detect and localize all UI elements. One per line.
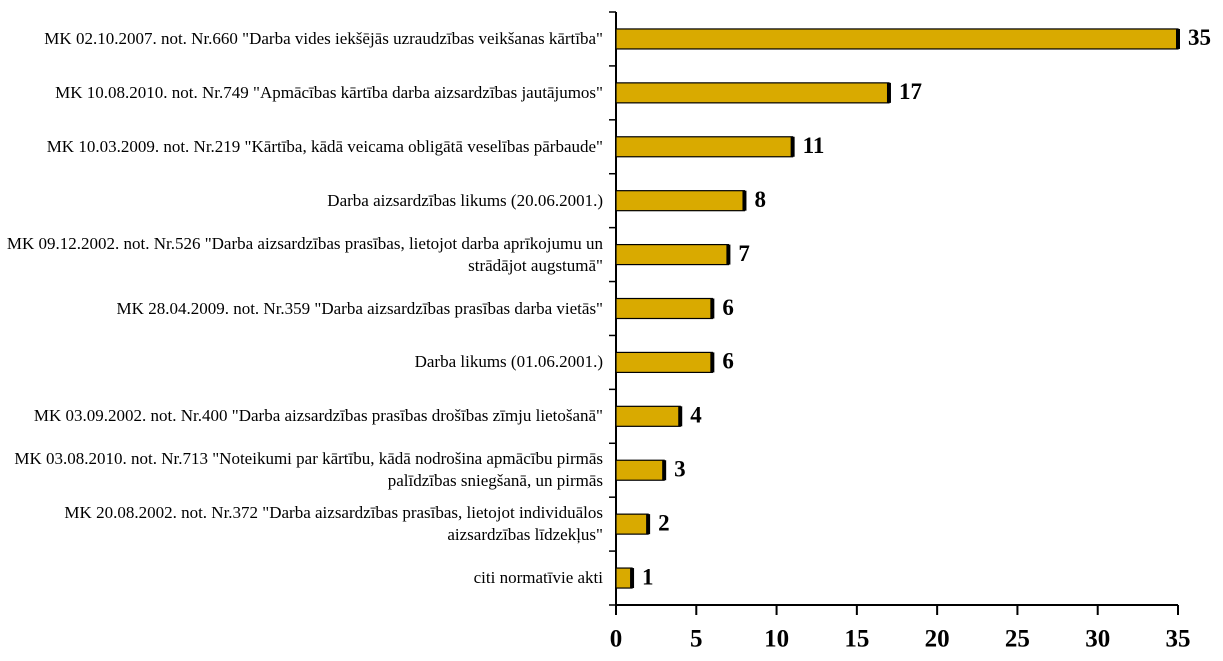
category-label: MK 28.04.2009. not. Nr.359 "Darba aizsar… (116, 298, 603, 318)
category-label: MK 09.12.2002. not. Nr.526 "Darba aizsar… (6, 233, 603, 275)
category-label-box: Darba likums (01.06.2001.) (0, 335, 603, 389)
category-label: MK 03.08.2010. not. Nr.713 "Noteikumi pa… (14, 449, 603, 491)
value-label: 11 (803, 133, 825, 158)
bar (615, 567, 633, 589)
x-tick-label: 15 (844, 626, 869, 653)
category-label-box: MK 10.08.2010. not. Nr.749 "Apmācības kā… (0, 66, 603, 120)
category-label-box: MK 28.04.2009. not. Nr.359 "Darba aizsar… (0, 282, 603, 336)
bar (615, 243, 730, 266)
x-tick-label: 20 (925, 626, 950, 653)
category-label-box: MK 02.10.2007. not. Nr.660 "Darba vides … (0, 12, 603, 66)
category-label: MK 10.08.2010. not. Nr.749 "Apmācības kā… (55, 82, 603, 102)
x-tick-label: 0 (610, 626, 623, 653)
bar (615, 297, 713, 320)
value-label: 6 (722, 295, 734, 320)
category-label: Darba likums (01.06.2001.) (414, 352, 603, 372)
bar (615, 190, 746, 212)
bar (615, 459, 665, 481)
category-label: MK 03.09.2002. not. Nr.400 "Darba aizsar… (33, 406, 603, 426)
bar (615, 405, 681, 427)
x-tick-label: 10 (764, 626, 789, 653)
bar (615, 82, 890, 104)
value-label: 35 (1188, 25, 1211, 50)
bar (615, 28, 1179, 50)
bar (615, 136, 794, 158)
category-label-box: MK 10.03.2009. not. Nr.219 "Kārtība, kād… (0, 120, 603, 174)
category-label-box: Darba aizsardzības likums (20.06.2001.) (0, 174, 603, 228)
category-label: MK 02.10.2007. not. Nr.660 "Darba vides … (44, 29, 603, 48)
value-label: 4 (690, 403, 702, 428)
category-label: MK 10.03.2009. not. Nr.219 "Kārtība, kād… (46, 136, 603, 156)
category-label: citi normatīvie akti (473, 568, 603, 588)
value-label: 3 (674, 457, 686, 482)
category-label-box: MK 09.12.2002. not. Nr.526 "Darba aizsar… (0, 228, 603, 282)
category-label-box: citi normatīvie akti (0, 551, 603, 605)
x-tick-label: 35 (1166, 626, 1191, 653)
value-label: 8 (754, 187, 766, 212)
value-label: 2 (658, 510, 670, 535)
value-label: 17 (899, 79, 922, 104)
category-label: MK 20.08.2002. not. Nr.372 "Darba aizsar… (64, 503, 603, 545)
value-label: 6 (722, 349, 734, 374)
x-tick-label: 25 (1005, 626, 1030, 653)
category-label: Darba aizsardzības likums (20.06.2001.) (327, 190, 603, 210)
x-tick-label: 5 (690, 626, 703, 653)
category-label-box: MK 03.08.2010. not. Nr.713 "Noteikumi pa… (0, 443, 603, 497)
bar (615, 351, 713, 374)
value-label: 7 (738, 241, 750, 266)
category-label-box: MK 03.09.2002. not. Nr.400 "Darba aizsar… (0, 389, 603, 443)
category-label-box: MK 20.08.2002. not. Nr.372 "Darba aizsar… (0, 497, 603, 551)
bar (615, 513, 649, 535)
x-tick-label: 30 (1085, 626, 1110, 653)
value-label: 1 (642, 564, 654, 589)
